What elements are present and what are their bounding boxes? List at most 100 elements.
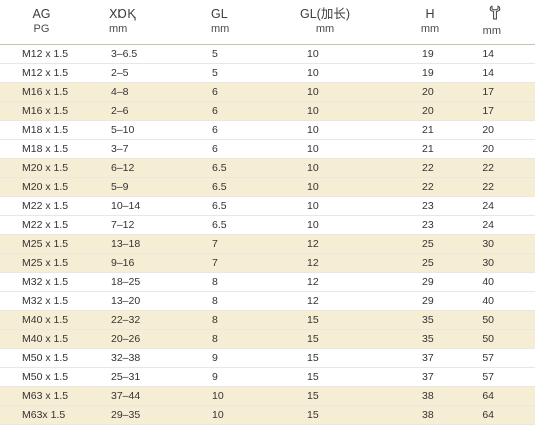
cell-height: 38 [395,386,465,406]
cell-gl: 6.5 [185,177,255,197]
cell-wrench-size: 20 [465,139,535,159]
cell-wrench-size: 24 [465,196,535,216]
cell-wrench-size: 17 [465,101,535,121]
cell-wrench-size: 14 [465,63,535,83]
cell-height: 21 [395,120,465,140]
cell-clamping-range: 6–12 [83,158,185,178]
cell-wrench-size: 40 [465,272,535,292]
table-row: M16 x 1.5 2–6 6 10 20 17 [0,101,535,121]
cell-gl: 5 [185,63,255,83]
cell-gl-long: 12 [255,291,395,311]
table-row: M16 x 1.5 4–8 6 10 20 17 [0,82,535,102]
cell-gl: 8 [185,272,255,292]
table-row: M12 x 1.5 2–5 5 10 19 14 [0,63,535,83]
cell-height: 21 [395,139,465,159]
cell-clamping-range: 29–35 [83,405,185,425]
table-row: M50 x 1.5 25–31 9 15 37 57 [0,367,535,387]
cell-wrench-size: 30 [465,234,535,254]
cell-thread-size: M63x 1.5 [0,405,83,425]
cell-height: 25 [395,234,465,254]
cell-clamping-range: 37–44 [83,386,185,406]
cell-wrench-size: 24 [465,215,535,235]
table-row: M22 x 1.5 7–12 6.5 10 23 24 [0,215,535,235]
header-gl-long-label: GL(加长) [299,7,350,21]
header-gl-label: GL [211,7,228,21]
cell-gl-long: 10 [255,158,395,178]
table-row: M63 x 1.5 37–44 10 15 38 64 [0,386,535,406]
cell-thread-size: M63 x 1.5 [0,386,83,406]
cell-clamping-range: 4–8 [83,82,185,102]
cell-gl: 5 [185,44,255,64]
table-body: M12 x 1.5 3–6.5 5 10 19 14 M12 x 1.5 2–5 5 10 19 14… [0,44,535,425]
cell-clamping-range: 13–18 [83,234,185,254]
cell-height: 37 [395,348,465,368]
wrench-icon [489,5,501,20]
cell-gl: 7 [185,253,255,273]
header-gl: GL mm [185,0,255,45]
cell-clamping-range: 7–12 [83,215,185,235]
table-row: M18 x 1.5 3–7 6 10 21 20 [0,139,535,159]
cell-gl-long: 10 [255,177,395,197]
cell-thread-size: M40 x 1.5 [0,329,83,349]
cell-thread-size: M50 x 1.5 [0,367,83,387]
cell-gl: 8 [185,291,255,311]
cell-height: 22 [395,177,465,197]
cell-wrench-size: 64 [465,386,535,406]
cell-wrench-size: 57 [465,348,535,368]
header-h: H mm [395,0,465,45]
cell-gl: 9 [185,367,255,387]
table-row: M63x 1.5 29–35 10 15 38 64 [0,405,535,425]
cell-wrench-size: 64 [465,405,535,425]
table-row: M20 x 1.5 5–9 6.5 10 22 22 [0,177,535,197]
cell-thread-size: M12 x 1.5 [0,44,83,64]
cell-height: 23 [395,215,465,235]
cell-wrench-size: 14 [465,44,535,64]
cell-gl: 6.5 [185,158,255,178]
cell-height: 35 [395,310,465,330]
cell-gl: 7 [185,234,255,254]
cell-clamping-range: 13–20 [83,291,185,311]
cell-clamping-range: 5–10 [83,120,185,140]
cell-gl-long: 15 [255,367,395,387]
cell-clamping-range: 32–38 [83,348,185,368]
cell-height: 19 [395,44,465,64]
table-row: M25 x 1.5 13–18 7 12 25 30 [0,234,535,254]
header-gl-unit: mm [211,23,230,35]
header-clamping-unit: mm [109,23,128,35]
cell-clamping-range: 2–6 [83,101,185,121]
header-clamping-symbol: ⅩⱰⱩ [109,7,136,21]
cell-gl-long: 10 [255,44,395,64]
cell-gl-long: 10 [255,63,395,83]
cell-thread-size: M18 x 1.5 [0,120,83,140]
cell-clamping-range: 3–6.5 [83,44,185,64]
header-gl-long-unit: mm [315,23,335,35]
cell-thread-size: M22 x 1.5 [0,215,83,235]
cell-thread-size: M20 x 1.5 [0,158,83,178]
cell-wrench-size: 40 [465,291,535,311]
cell-clamping-range: 2–5 [83,63,185,83]
cell-gl-long: 12 [255,253,395,273]
cell-thread-size: M20 x 1.5 [0,177,83,197]
cell-gl-long: 10 [255,101,395,121]
cell-gl-long: 15 [255,348,395,368]
cell-gl: 6.5 [185,196,255,216]
cell-clamping-range: 22–32 [83,310,185,330]
cell-clamping-range: 25–31 [83,367,185,387]
cell-gl-long: 15 [255,386,395,406]
cell-thread-size: M16 x 1.5 [0,82,83,102]
cell-gl-long: 10 [255,139,395,159]
header-thread: AG PG [0,0,83,45]
cell-height: 19 [395,63,465,83]
cell-gl: 6 [185,101,255,121]
cell-gl-long: 10 [255,196,395,216]
cell-gl: 6 [185,82,255,102]
cell-wrench-size: 20 [465,120,535,140]
cell-height: 29 [395,272,465,292]
cell-thread-size: M50 x 1.5 [0,348,83,368]
table-row: M32 x 1.5 13–20 8 12 29 40 [0,291,535,311]
cell-gl-long: 15 [255,329,395,349]
cell-gl: 8 [185,329,255,349]
cell-thread-size: M16 x 1.5 [0,101,83,121]
cell-wrench-size: 50 [465,310,535,330]
cell-clamping-range: 20–26 [83,329,185,349]
